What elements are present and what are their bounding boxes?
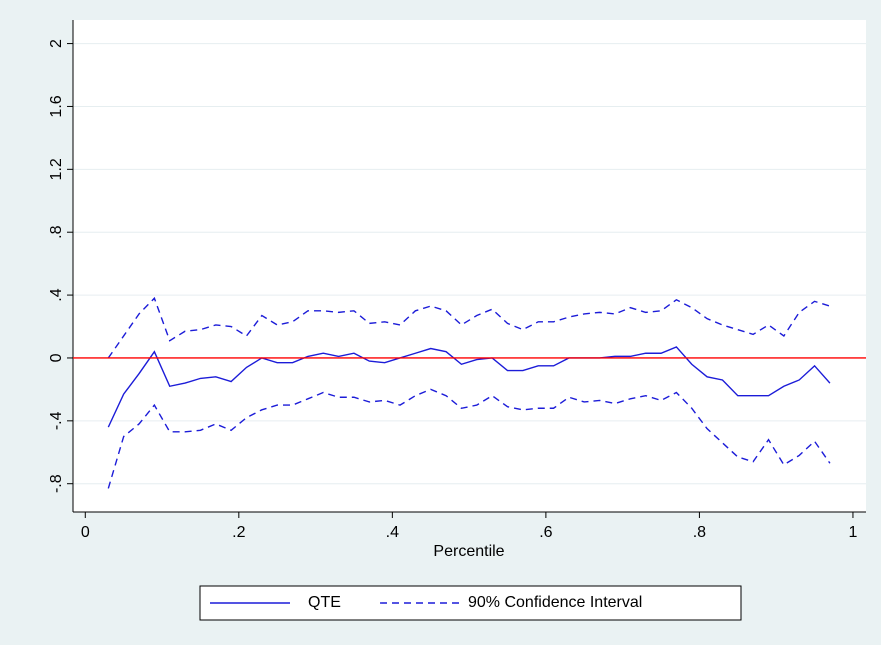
plot-area [73, 20, 866, 512]
y-tick-label: 2 [48, 39, 65, 48]
x-tick-label: .2 [232, 524, 245, 541]
x-tick-label: 1 [848, 524, 857, 541]
series-line [107, 346, 831, 428]
series-line [107, 296, 831, 359]
y-tick-label: .4 [48, 288, 65, 301]
y-tick-label: 0 [48, 353, 65, 362]
y-tick-label: -.8 [48, 474, 65, 493]
x-tick-label: .6 [539, 524, 552, 541]
y-tick-label: 1.6 [48, 95, 65, 117]
y-tick-label: .8 [48, 225, 65, 238]
x-tick-label: 0 [81, 524, 90, 541]
x-tick-label: .4 [386, 524, 399, 541]
series-line [107, 388, 831, 489]
x-axis-label: Percentile [433, 543, 504, 560]
y-tick-label: 1.2 [48, 158, 65, 180]
legend-label: 90% Confidence Interval [468, 594, 642, 611]
legend [199, 585, 742, 621]
x-tick-label: .8 [693, 524, 706, 541]
legend-label: QTE [308, 594, 341, 611]
y-tick-label: -.4 [48, 411, 65, 430]
